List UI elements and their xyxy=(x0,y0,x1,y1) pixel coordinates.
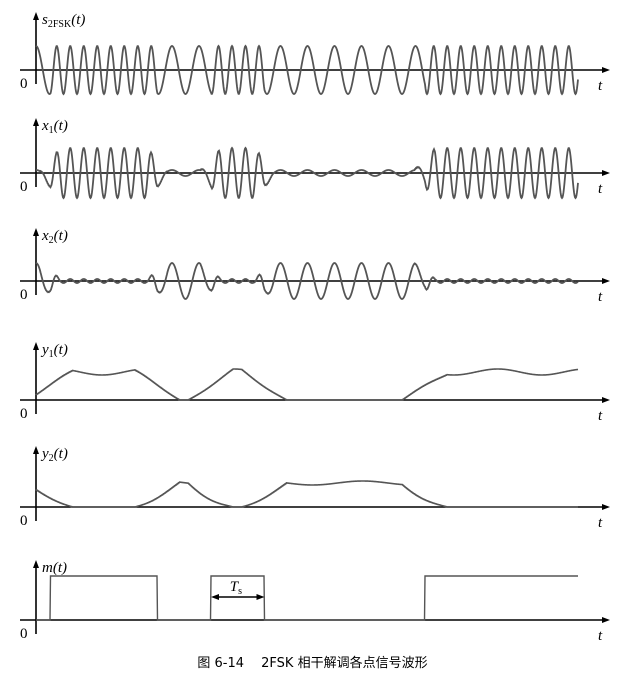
origin-label: 0 xyxy=(20,406,28,422)
origin-label: 0 xyxy=(20,179,28,195)
time-axis-label: t xyxy=(598,408,603,424)
time-axis-label: t xyxy=(598,181,603,197)
origin-label: 0 xyxy=(20,76,28,92)
amplitude-axis-arrow-icon xyxy=(33,342,39,350)
time-axis-label: t xyxy=(598,289,603,305)
symbol-period-label: Ts xyxy=(230,579,242,597)
message-waveform xyxy=(36,575,578,621)
panel-label-y2: y2(t) xyxy=(40,446,68,464)
x1-waveform xyxy=(35,146,579,200)
panel-label-x2: x2(t) xyxy=(41,228,68,246)
origin-label: 0 xyxy=(20,513,28,529)
time-axis-label: t xyxy=(598,78,603,94)
time-axis-arrow-icon xyxy=(602,617,610,623)
time-axis-arrow-icon xyxy=(602,278,610,284)
arrow-right-icon xyxy=(256,594,265,600)
s2fsk-waveform xyxy=(35,44,579,96)
time-axis-arrow-icon xyxy=(602,170,610,176)
time-axis-arrow-icon xyxy=(602,397,610,403)
time-axis-arrow-icon xyxy=(602,504,610,510)
amplitude-axis-arrow-icon xyxy=(33,118,39,126)
panel-label-m: m(t) xyxy=(42,560,67,576)
amplitude-axis-arrow-icon xyxy=(33,12,39,20)
figure-caption: 图 6-14 2FSK 相干解调各点信号波形 xyxy=(197,656,428,671)
x2-waveform xyxy=(35,262,579,300)
panel-label-x1: x1(t) xyxy=(41,118,68,136)
panel-label-s2fsk: s2FSK(t) xyxy=(42,12,85,30)
origin-label: 0 xyxy=(20,287,28,303)
arrow-left-icon xyxy=(211,594,219,600)
panel-label-y1: y1(t) xyxy=(40,342,68,360)
amplitude-axis-arrow-icon xyxy=(33,446,39,454)
origin-label: 0 xyxy=(20,626,28,642)
y2-waveform xyxy=(35,480,578,508)
amplitude-axis-arrow-icon xyxy=(33,560,39,568)
time-axis-label: t xyxy=(598,515,603,531)
time-axis-label: t xyxy=(598,628,603,644)
y1-waveform xyxy=(35,368,579,401)
time-axis-arrow-icon xyxy=(602,67,610,73)
amplitude-axis-arrow-icon xyxy=(33,228,39,236)
